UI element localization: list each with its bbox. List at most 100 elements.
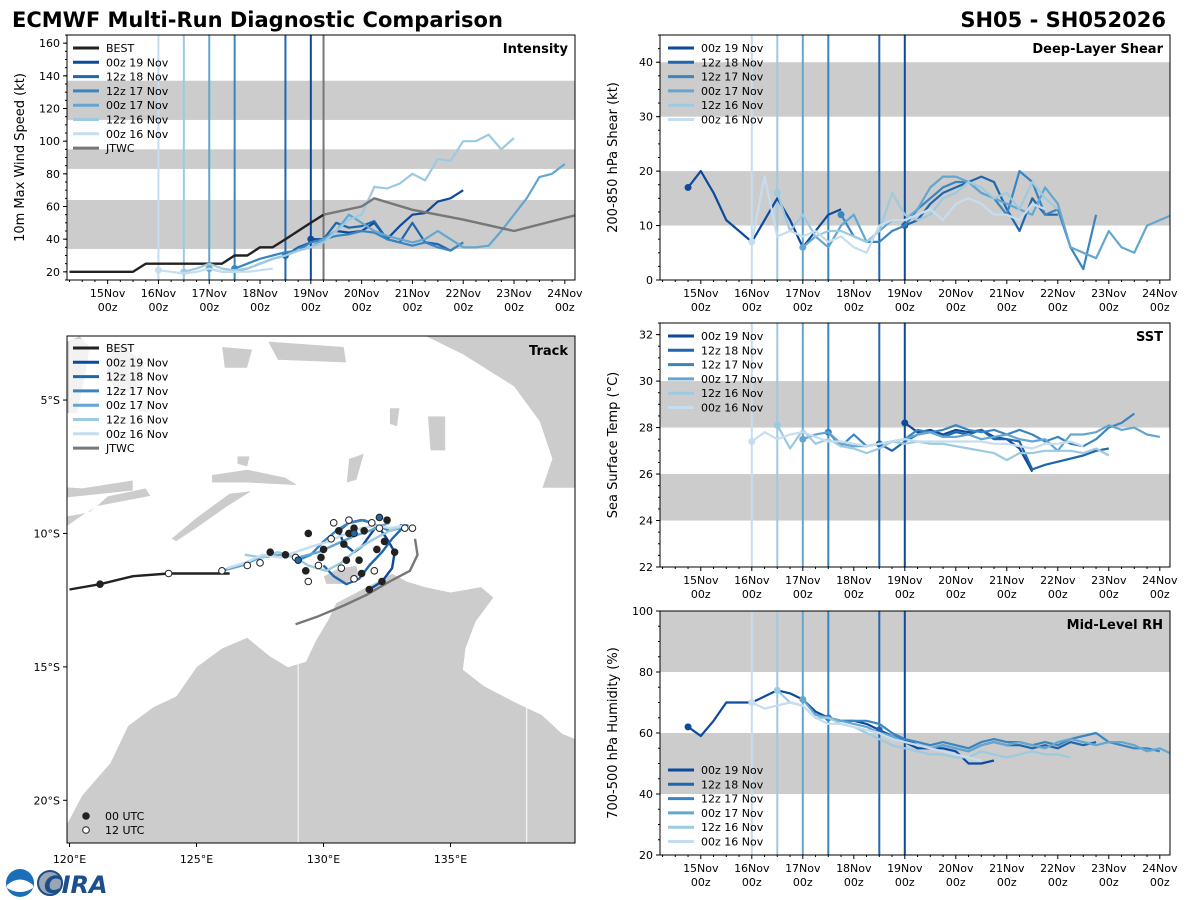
intensity-legend-label-12z-17-nov: 12z 17 Nov <box>106 85 169 98</box>
intensity-series-group <box>69 133 575 276</box>
track-marker-00utc <box>96 580 104 588</box>
track-marker-00utc <box>281 551 290 559</box>
intensity-xtick-hour: 00z <box>504 301 524 314</box>
track-marker-00utc <box>319 545 328 554</box>
shear-start-point-00z-19-nov <box>684 183 692 191</box>
rh-xtick-hour: 00z <box>1099 876 1119 889</box>
land-timor <box>170 490 253 542</box>
intensity-legend-label-00z-16-nov: 00z 16 Nov <box>106 128 169 141</box>
rh-ytick-label-80: 80 <box>639 666 653 679</box>
track-series-00z-17-nov <box>221 521 391 572</box>
shear-xtick-hour: 00z <box>1048 301 1068 314</box>
sst-legend-label-12z-17-nov: 12z 17 Nov <box>701 359 764 372</box>
shear-xtick-hour: 00z <box>1099 301 1119 314</box>
track-marker-run <box>350 529 358 538</box>
shear-panel-title: Deep-Layer Shear <box>1032 42 1163 57</box>
intensity-ytick-label-60: 60 <box>46 201 60 214</box>
sst-xtick-label-5: 20Nov 00z <box>938 574 974 601</box>
intensity-xtick-label-2: 17Nov 00z <box>192 287 228 314</box>
marker-legend-swatch-12-utc <box>82 826 90 834</box>
rh-ylabel: 700-500 hPa Humidity (%) <box>606 647 621 819</box>
track-xtick-label: 135°E <box>434 853 467 866</box>
rh-xtick-hour: 00z <box>1150 876 1170 889</box>
shear-band-1 <box>660 62 1170 117</box>
sst-xtick-hour: 00z <box>844 588 864 601</box>
rh-start-point-00z-17-nov <box>799 695 807 703</box>
sst-xtick-day: 19Nov <box>887 574 923 587</box>
sst-frame <box>659 322 1171 568</box>
sst-xtick-label-7: 22Nov 00z <box>1040 574 1076 601</box>
shear-start-point-00z-17-nov <box>799 243 807 251</box>
sst-legend-label-12z-16-nov: 12z 16 Nov <box>701 387 764 400</box>
track-marker-12utc <box>350 575 358 583</box>
sst-ytick-label-32: 32 <box>639 329 653 342</box>
rh-xtick-day: 18Nov <box>836 862 872 875</box>
intensity-xtick-label-3: 18Nov 00z <box>242 287 278 314</box>
intensity-xtick-hour: 00z <box>403 301 423 314</box>
sst-legend-label-00z-16-nov: 00z 16 Nov <box>701 402 764 415</box>
intensity-xtick-hour: 00z <box>301 301 321 314</box>
shear-series-12z-18-nov <box>904 175 1058 233</box>
rh-legend-label-12z-17-nov: 12z 17 Nov <box>701 793 764 806</box>
intensity-series-12z-17-nov <box>234 229 464 270</box>
rh-xtick-day: 24Nov <box>1142 862 1178 875</box>
sst-xtick-hour: 00z <box>997 588 1017 601</box>
track-marker-12utc <box>218 567 226 575</box>
track-marker-12utc <box>304 577 313 586</box>
track-marker-00utc <box>355 556 363 564</box>
sst-ylabel: Sea Surface Temp (°C) <box>606 372 621 519</box>
shear-series-group <box>684 170 1170 271</box>
intensity-legend-label-00z-19-nov: 00z 19 Nov <box>106 56 169 69</box>
rh-xtick-label-7: 22Nov 00z <box>1040 862 1076 889</box>
intensity-xtick-label-4: 19Nov 00z <box>293 287 329 314</box>
intensity-panel-title: Intensity <box>503 42 569 57</box>
track-marker-12utc <box>327 535 335 543</box>
intensity-ytick-label-80: 80 <box>46 168 60 181</box>
rh-xtick-hour: 00z <box>1048 876 1068 889</box>
shear-xtick-day: 23Nov <box>1091 287 1127 300</box>
shear-legend-label-12z-18-nov: 12z 18 Nov <box>701 56 764 69</box>
sst-legend-label-12z-18-nov: 12z 18 Nov <box>701 344 764 357</box>
track-xtick-label: 130°E <box>307 853 340 866</box>
sst-xtick-day: 23Nov <box>1091 574 1127 587</box>
intensity-xtick-hour: 00z <box>555 301 575 314</box>
land-small-islands-2 <box>236 455 251 468</box>
rh-legend-label-00z-19-nov: 00z 19 Nov <box>701 764 764 777</box>
intensity-xtick-day: 20Nov <box>344 287 380 300</box>
sst-xtick-day: 24Nov <box>1142 574 1178 587</box>
intensity-xtick-hour: 00z <box>250 301 270 314</box>
rh-band-1 <box>660 611 1170 672</box>
shear-xtick-label-3: 18Nov 00z <box>836 287 872 314</box>
intensity-xtick-day: 23Nov <box>496 287 532 300</box>
rh-ytick-label-100: 100 <box>632 605 653 618</box>
rh-ytick-label-60: 60 <box>639 727 653 740</box>
intensity-xtick-hour: 00z <box>98 301 118 314</box>
rh-panel-title: Mid-Level RH <box>1067 618 1163 633</box>
rh-ytick-label-20: 20 <box>639 849 653 862</box>
land-new-guinea <box>424 336 575 489</box>
rh-series-12z-17-nov <box>828 716 1161 753</box>
track-marker-00utc <box>373 545 381 554</box>
shear-legend-label-00z-17-nov: 00z 17 Nov <box>701 85 764 98</box>
track-marker-00utc <box>334 526 343 535</box>
sst-start-point-00z-17-nov <box>799 435 807 443</box>
land-seram <box>267 340 347 364</box>
rh-xtick-day: 15Nov <box>683 862 719 875</box>
rh-xtick-label-8: 23Nov 00z <box>1091 862 1127 889</box>
shear-legend-label-00z-19-nov: 00z 19 Nov <box>701 42 764 55</box>
rh-xtick-label-1: 16Nov 00z <box>734 862 770 889</box>
shear-xtick-label-7: 22Nov 00z <box>1040 287 1076 314</box>
shear-xtick-hour: 00z <box>895 301 915 314</box>
intensity-xtick-label-9: 24Nov 00z <box>547 287 583 314</box>
rh-xtick-day: 19Nov <box>887 862 923 875</box>
land-lesser-sunda <box>67 479 134 499</box>
intensity-xtick-hour: 00z <box>149 301 169 314</box>
sst-xtick-day: 17Nov <box>785 574 821 587</box>
shear-legend-label-12z-17-nov: 12z 17 Nov <box>701 71 764 84</box>
shear-xtick-day: 16Nov <box>734 287 770 300</box>
shear-xtick-label-9: 24Nov 00z <box>1142 287 1178 314</box>
intensity-band-2 <box>67 80 575 120</box>
sst-panel-title: SST <box>1136 330 1163 345</box>
rh-xtick-label-9: 24Nov 00z <box>1142 862 1178 889</box>
intensity-xtick-day: 21Nov <box>395 287 431 300</box>
